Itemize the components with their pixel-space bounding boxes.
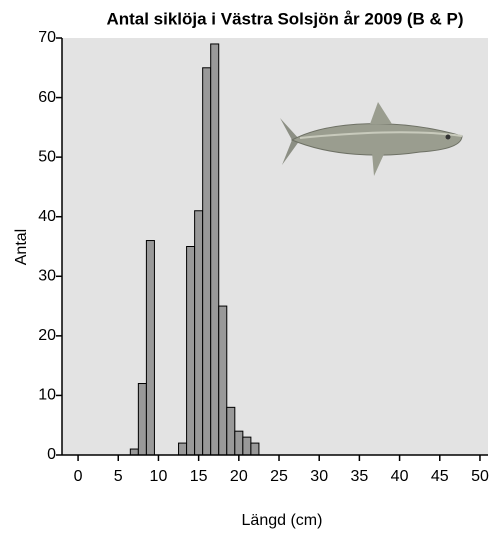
bar	[242, 436, 252, 456]
x-tick-label: 35	[350, 468, 368, 485]
x-tick-label: 5	[114, 468, 123, 485]
y-tick-label: 40	[38, 208, 56, 225]
plot-area	[62, 38, 488, 455]
chart-title: Antal siklöja i Västra Solsjön år 2009 (…	[106, 9, 463, 28]
x-tick-label: 50	[471, 468, 489, 485]
bar	[186, 246, 196, 456]
y-tick-label: 50	[38, 148, 56, 165]
bar	[145, 240, 155, 456]
y-tick-label: 10	[38, 387, 56, 404]
y-axis-label: Antal	[13, 229, 30, 265]
bar	[129, 448, 139, 456]
x-axis-label: Längd (cm)	[242, 512, 323, 529]
x-tick-label: 0	[74, 468, 83, 485]
bar	[218, 305, 228, 456]
y-tick-label: 70	[38, 29, 56, 46]
x-tick-label: 40	[391, 468, 409, 485]
bar	[194, 210, 204, 456]
bar	[250, 442, 260, 456]
bar	[137, 383, 147, 456]
x-tick-label: 15	[190, 468, 208, 485]
bar	[178, 442, 188, 456]
x-tick-label: 45	[431, 468, 449, 485]
x-tick-label: 25	[270, 468, 288, 485]
bar	[226, 406, 236, 456]
bar	[210, 43, 220, 456]
y-tick-label: 20	[38, 327, 56, 344]
x-tick-label: 20	[230, 468, 248, 485]
y-tick-label: 0	[47, 446, 56, 463]
y-tick-label: 30	[38, 268, 56, 285]
bar	[202, 67, 212, 456]
fish-illustration	[280, 102, 463, 176]
y-tick-label: 60	[38, 89, 56, 106]
bar	[234, 430, 244, 456]
x-tick-label: 30	[310, 468, 328, 485]
x-tick-label: 10	[150, 468, 168, 485]
